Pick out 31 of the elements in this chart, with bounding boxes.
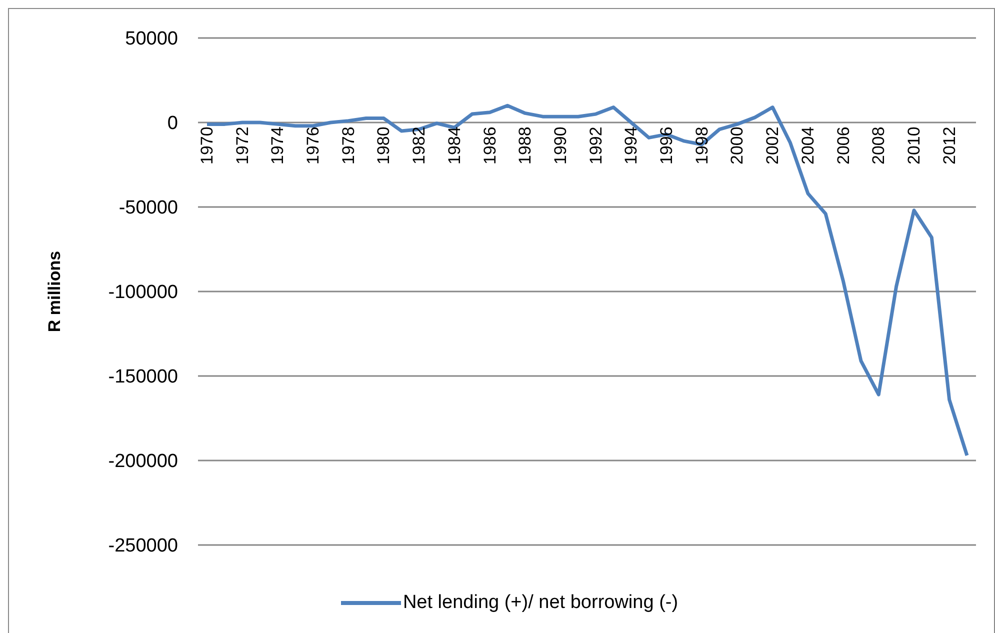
x-tick-label: 2004: [798, 126, 818, 164]
x-tick-label: 2010: [904, 126, 924, 164]
x-tick-label: 2000: [728, 126, 747, 164]
y-tick-label: -100000: [108, 282, 178, 304]
x-tick-label: 1996: [657, 126, 676, 164]
x-tick-label: 2008: [869, 126, 888, 164]
x-tick-label: 1978: [338, 126, 358, 164]
x-tick-label: 1984: [444, 126, 464, 164]
x-tick-label: 2006: [834, 126, 853, 164]
y-axis-title: R millions: [45, 250, 64, 332]
x-tick-label: 1976: [304, 126, 323, 164]
x-tick-label: 1982: [410, 126, 429, 164]
x-tick-label: 1992: [586, 126, 606, 164]
x-tick-label: 2012: [940, 126, 959, 164]
x-tick-label: 1974: [268, 126, 288, 164]
x-tick-label: 1970: [198, 126, 216, 164]
x-tick-label: 1986: [480, 126, 500, 164]
x-tick-label: 1972: [232, 126, 252, 164]
x-tick-label: 1994: [622, 126, 641, 164]
y-tick-label: -250000: [108, 536, 178, 557]
legend-label: Net lending (+)/ net borrowing (-): [402, 592, 678, 614]
x-tick-label: 2002: [763, 126, 782, 164]
y-tick-label: -150000: [108, 366, 178, 388]
x-tick-label: 1998: [692, 126, 712, 164]
x-tick-label: 1990: [550, 126, 570, 164]
x-tick-label: 1980: [374, 126, 394, 164]
y-tick-label: 0: [167, 113, 178, 134]
y-tick-label: -200000: [108, 451, 178, 472]
x-tick-label: 1988: [516, 126, 535, 164]
y-tick-label: 50000: [125, 28, 178, 50]
y-tick-label: -50000: [118, 198, 178, 219]
